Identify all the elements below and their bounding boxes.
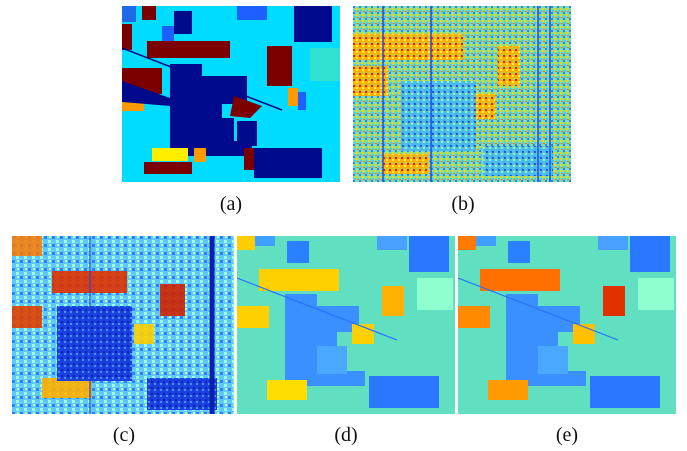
panel-e-image [458,236,676,414]
caption-e: (e) [555,424,579,446]
panel-b-image [353,6,571,182]
caption-b: (b) [451,193,475,215]
panel-a-image [122,6,340,182]
panel-d-image [237,236,455,414]
panel-c-image [12,236,234,414]
caption-c: (c) [112,424,136,446]
caption-d: (d) [334,424,358,446]
caption-a: (a) [219,193,243,215]
